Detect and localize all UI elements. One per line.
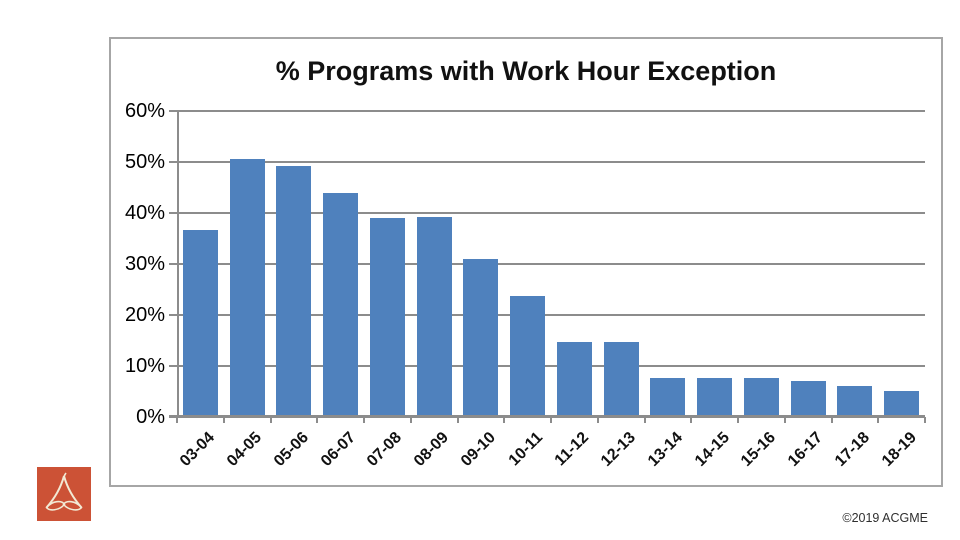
- bar-11-12: [556, 342, 592, 417]
- x-axis-label-12-13: 12-13: [598, 429, 640, 470]
- bar-14-15: [697, 378, 733, 417]
- x-axis-line: [169, 415, 925, 418]
- x-axis-label-07-08: 07-08: [364, 429, 406, 470]
- x-axis-label-03-04: 03-04: [177, 429, 219, 470]
- chart-title: % Programs with Work Hour Exception: [275, 56, 777, 86]
- bar-12-13: [603, 342, 639, 417]
- bar-08-09: [416, 217, 452, 417]
- y-axis-label-50%: 50%: [124, 151, 165, 173]
- y-axis-label-30%: 30%: [124, 253, 165, 275]
- bar-09-10: [463, 259, 499, 417]
- gridline-30%: [169, 263, 925, 265]
- x-axis-label-14-15: 14-15: [691, 429, 733, 470]
- x-tick-2: [269, 417, 272, 423]
- x-tick-16: [924, 417, 926, 423]
- y-axis-label-20%: 20%: [124, 304, 165, 326]
- x-tick-13: [783, 417, 786, 423]
- x-tick-8: [550, 417, 552, 423]
- x-tick-10: [643, 417, 646, 423]
- gridline-20%: [169, 314, 925, 316]
- x-axis-label-09-10: 09-10: [457, 429, 499, 470]
- bar-13-14: [650, 378, 686, 417]
- y-axis-label-40%: 40%: [124, 202, 165, 224]
- bar-15-16: [743, 378, 779, 417]
- x-axis-label-04-05: 04-05: [224, 429, 266, 470]
- gridline-10%: [169, 365, 925, 367]
- plot-area: 03-04 04-05 05-06 06-07 07-08 08-09 09-10 10-11…: [169, 110, 926, 470]
- acgme-logo-glyph: [45, 472, 83, 511]
- bar-07-08: [369, 218, 405, 417]
- x-tick-7: [503, 417, 506, 423]
- bar-10-11: [510, 296, 546, 417]
- bar-16-17: [790, 381, 826, 417]
- x-tick-5: [409, 417, 412, 423]
- gridline-40%: [169, 212, 925, 214]
- bar-17-18: [837, 386, 873, 417]
- x-tick-6: [456, 417, 459, 423]
- x-tick-4: [363, 417, 365, 423]
- bar-18-19: [884, 391, 920, 417]
- y-axis-label-60%: 60%: [124, 100, 165, 122]
- bar-06-07: [323, 193, 359, 417]
- x-axis-label-15-16: 15-16: [738, 429, 780, 470]
- gridline-50%: [169, 161, 925, 163]
- x-axis-label-18-19: 18-19: [878, 429, 920, 470]
- x-axis-label-17-18: 17-18: [831, 429, 873, 470]
- x-axis-label-16-17: 16-17: [785, 429, 827, 470]
- y-axis-line: [177, 111, 179, 417]
- chart: % Programs with Work Hour Exception 03-0…: [109, 37, 943, 487]
- x-axis-label-06-07: 06-07: [317, 429, 359, 470]
- bar-04-05: [229, 159, 265, 417]
- x-tick-12: [737, 417, 739, 423]
- bar-05-06: [276, 166, 312, 417]
- x-tick-14: [830, 417, 833, 423]
- x-tick-9: [596, 417, 599, 423]
- gridline-60%: [169, 110, 925, 112]
- x-tick-1: [222, 417, 225, 423]
- bar-03-04: [182, 230, 218, 417]
- x-tick-3: [316, 417, 319, 423]
- x-tick-11: [690, 417, 693, 423]
- x-axis-label-08-09: 08-09: [411, 429, 453, 470]
- x-axis-label-10-11: 10-11: [505, 429, 546, 470]
- y-axis-label-0%: 0%: [136, 406, 165, 428]
- x-tick-0: [176, 417, 178, 423]
- y-axis-label-10%: 10%: [124, 355, 165, 377]
- acgme-logo: [37, 467, 91, 521]
- x-axis-label-13-14: 13-14: [644, 429, 686, 470]
- x-axis-label-05-06: 05-06: [270, 429, 312, 470]
- copyright-text: ©2019 ACGME: [842, 511, 928, 525]
- x-axis-label-11-12: 11-12: [552, 429, 593, 470]
- x-tick-15: [877, 417, 880, 423]
